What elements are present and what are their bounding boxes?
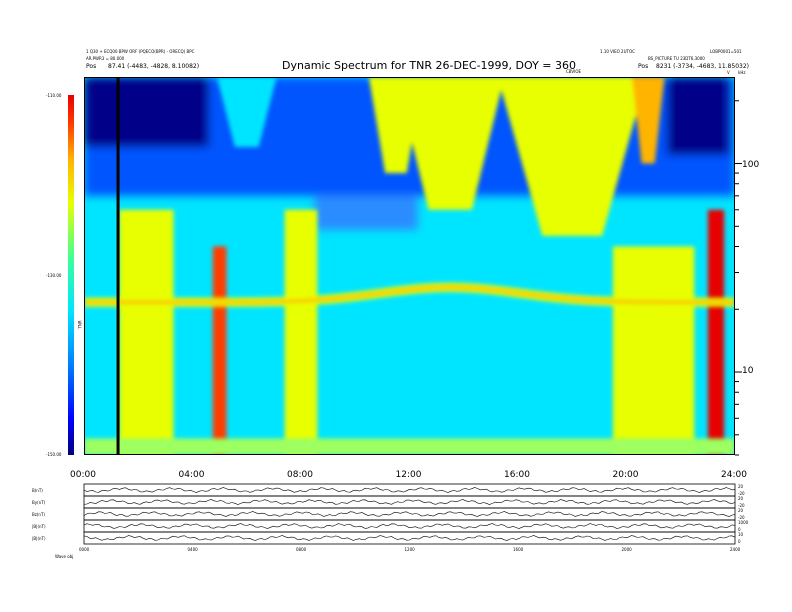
panel-x-tick-6: 2400 bbox=[730, 547, 741, 552]
panel-rtick-bottom-2: -20 bbox=[738, 515, 745, 520]
panel-label-3: |B|(nT) bbox=[32, 524, 46, 529]
burst-02h-halo bbox=[119, 209, 174, 455]
spectrum-frame bbox=[84, 77, 735, 455]
panel-x-tick-1: 0400 bbox=[188, 547, 199, 552]
header-left-line-1: 1 Q30 + ECQ00 BPW ORF (PQECO(BPR) - OREC… bbox=[86, 49, 195, 54]
wedge-18h-halo bbox=[497, 77, 647, 236]
dark-region-late bbox=[667, 77, 730, 155]
panel-frame-4 bbox=[83, 531, 736, 545]
panel-label-2: Bz(nT) bbox=[32, 512, 45, 517]
panel-x-tick-2: 0800 bbox=[296, 547, 307, 552]
panel-label-0: B(nT) bbox=[32, 488, 43, 493]
burst-21h-halo bbox=[612, 246, 695, 455]
panel-x-tick-0: 0000 bbox=[79, 547, 90, 552]
panel-trace-2 bbox=[83, 511, 736, 517]
unit-label: kHz bbox=[738, 70, 746, 75]
header-left-line-3-label: Pos bbox=[86, 63, 97, 70]
x-tick-label-4: 16:00 bbox=[504, 470, 530, 480]
header-right-line-3-label: Pos bbox=[638, 63, 649, 70]
panel-rtick-bottom-1: -20 bbox=[738, 503, 745, 508]
panel-rtick-top-0: 20 bbox=[738, 484, 744, 489]
panel-label-4: |B|(nT) bbox=[32, 536, 46, 541]
panel-frame-0 bbox=[83, 483, 736, 497]
panel-rtick-top-1: 20 bbox=[738, 496, 744, 501]
colorbar-tick-bottom: -150.00 bbox=[46, 452, 62, 457]
burst-05h bbox=[212, 246, 227, 455]
wedge-13h bbox=[395, 77, 505, 210]
y-tick-label-100: 100 bbox=[742, 160, 760, 170]
panel-trace-3 bbox=[83, 523, 736, 529]
wedge-06h bbox=[216, 77, 277, 148]
panel-frame-2 bbox=[83, 507, 736, 521]
header-left-line-2: AR.PWR3 = 80.000 bbox=[86, 56, 125, 61]
panel-frame-1 bbox=[83, 495, 736, 509]
colorbar bbox=[68, 95, 74, 455]
unit-v: V bbox=[727, 70, 730, 75]
footer-label: Wave obj bbox=[55, 554, 74, 559]
colorbar-tick-top: -110.00 bbox=[46, 93, 62, 98]
burst-08h-halo bbox=[284, 209, 318, 455]
panel-label-1: By(nT) bbox=[32, 500, 46, 505]
dynamic-spectrum bbox=[84, 77, 735, 455]
marker-label: CBVIOE bbox=[566, 69, 582, 74]
panel-rtick-bottom-0: -20 bbox=[738, 491, 745, 496]
data-gap-line bbox=[116, 77, 120, 455]
panel-trace-4 bbox=[83, 535, 736, 541]
header-right-line-2: BS_PICTURE TU 23DT6,3000 bbox=[648, 56, 705, 61]
blue-region-mid bbox=[314, 195, 418, 230]
header-right-line-1b: LOBP0001=501 bbox=[710, 49, 742, 54]
colorbar-gradient bbox=[68, 95, 74, 455]
x-tick-label-0: 00:00 bbox=[70, 470, 96, 480]
panel-rtick-bottom-4: 0 bbox=[738, 539, 741, 544]
field-panels: B(nT)20-20By(nT)20-20Bz(nT)20-20|B|(nT)1… bbox=[32, 483, 749, 552]
burst-23h bbox=[707, 209, 725, 455]
wedge-20h bbox=[631, 77, 665, 164]
panel-rtick-bottom-3: 0 bbox=[738, 527, 741, 532]
panel-x-tick-5: 2000 bbox=[622, 547, 633, 552]
dark-region-early bbox=[84, 77, 209, 148]
x-tick-label-1: 04:00 bbox=[178, 470, 205, 480]
header-left-line-3-value: 87.41 (-4483, -4828, 8.10082) bbox=[108, 63, 200, 70]
frequency-axis bbox=[735, 100, 742, 456]
panel-rtick-top-2: 20 bbox=[738, 508, 744, 513]
low-frequency-floor bbox=[84, 438, 735, 455]
panel-rtick-top-4: 10 bbox=[738, 532, 744, 537]
emission-band-core bbox=[84, 285, 735, 304]
colorbar-axis-label: TNR bbox=[77, 320, 83, 329]
x-tick-label-5: 20:00 bbox=[612, 470, 639, 480]
chart-title: Dynamic Spectrum for TNR 26-DEC-1999, DO… bbox=[282, 59, 576, 72]
panel-trace-1 bbox=[83, 499, 736, 505]
panel-x-tick-4: 1600 bbox=[513, 547, 524, 552]
x-tick-label-2: 08:00 bbox=[287, 470, 313, 480]
header-right-line-3-value: 8231 (-3734, -4683, 11.85032) bbox=[656, 63, 749, 70]
panel-rtick-top-3: 1000 bbox=[738, 520, 749, 525]
y-tick-label-10: 10 bbox=[742, 366, 754, 376]
colorbar-tick-mid: -130.00 bbox=[46, 273, 62, 278]
panel-trace-0 bbox=[83, 487, 736, 493]
wedge-11h bbox=[368, 77, 424, 174]
header-right-line-1: 1.10 VIEO 2UTOC bbox=[600, 49, 635, 54]
x-tick-label-3: 12:00 bbox=[395, 470, 422, 480]
panel-x-tick-3: 1200 bbox=[405, 547, 416, 552]
x-tick-label-6: 24:00 bbox=[721, 470, 747, 480]
